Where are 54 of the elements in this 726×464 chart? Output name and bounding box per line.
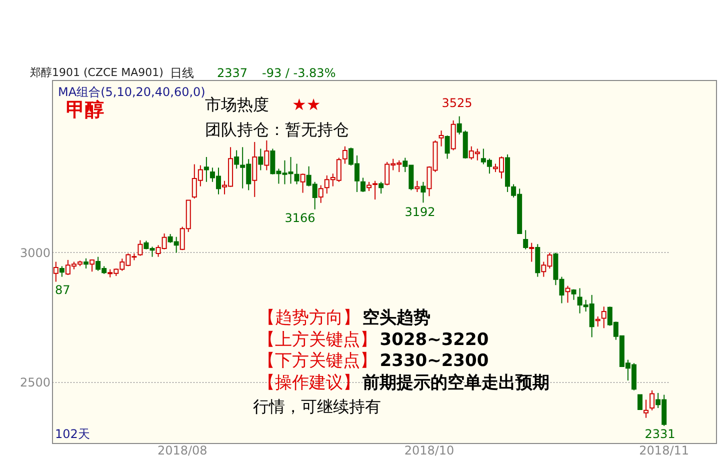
candlestick — [360, 177, 366, 193]
candlestick — [644, 399, 649, 418]
candlestick — [234, 150, 240, 170]
annotation: 3166 — [284, 211, 316, 225]
annotation: 【趋势方向】空头趋势 — [258, 308, 430, 328]
annotation: 2337 — [217, 66, 248, 80]
y-tick-label: 2500 — [20, 376, 50, 390]
x-tick-label: 2018/10 — [404, 444, 454, 458]
candlestick — [366, 181, 372, 192]
candlestick — [372, 180, 378, 200]
candlestick — [650, 390, 655, 411]
candlestick — [138, 240, 143, 256]
x-tick-label: 2018/11 — [639, 444, 690, 458]
annotation: 87 — [55, 283, 70, 297]
annotation: 2331 — [644, 427, 676, 441]
candlestick — [294, 163, 300, 185]
annotation: MA组合(5,10,20,40,60,0) — [58, 85, 206, 99]
candlestick — [638, 394, 642, 410]
candlestick — [414, 180, 420, 193]
annotation: 102天 — [55, 427, 90, 441]
annotation: -93 / -3.83% — [262, 66, 336, 80]
annotation: 3525 — [442, 96, 472, 110]
annotation: ★★ — [292, 95, 321, 114]
candlestick — [252, 141, 258, 198]
candlestick — [84, 258, 89, 269]
annotation: 行情，可继续持有 — [253, 397, 381, 416]
annotation: 市场热度 — [205, 95, 269, 114]
candlestick — [565, 285, 570, 304]
candlestick — [529, 242, 534, 262]
candlestick — [438, 130, 444, 147]
candlestick — [318, 184, 324, 204]
annotation: 【操作建议】前期提示的空单走出预期 — [258, 373, 550, 393]
x-tick-label: 2018/08 — [157, 444, 208, 458]
annotation: 日线 — [170, 66, 194, 80]
annotation: 团队持仓：暂无持仓 — [205, 120, 349, 139]
candlestick — [523, 230, 528, 250]
candlestick — [444, 134, 450, 160]
candlestick — [204, 156, 209, 182]
candlestick — [59, 266, 64, 278]
annotation: 【上方关键点】3028~3220 — [258, 330, 489, 350]
candlestick — [258, 148, 264, 171]
text: 郑醇1901 (CZCE MA901) — [30, 66, 164, 79]
y-tick-label: 3000 — [20, 246, 50, 260]
candlestick — [378, 181, 384, 194]
candlestick — [595, 316, 600, 328]
candlestick — [601, 306, 606, 329]
text: 甲醇 — [66, 99, 104, 121]
candlestick — [420, 181, 426, 204]
candlestick — [571, 288, 576, 300]
candlestick — [300, 173, 306, 194]
annotation: 3192 — [404, 205, 436, 219]
candlestick — [90, 258, 95, 272]
annotation: 【下方关键点】2330~2300 — [258, 351, 489, 371]
candlestick — [264, 140, 270, 171]
